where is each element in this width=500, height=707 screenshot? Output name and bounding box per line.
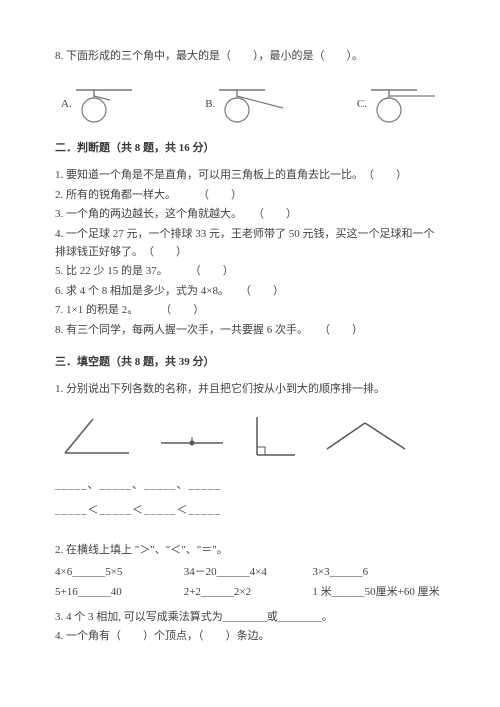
judge-item-8: 8. 有三个同学，每两人握一次手，一共要握 6 次手。 （ ） [55,322,445,340]
angle-compare-blanks: _____＜_____＜_____＜_____ [55,502,445,520]
angle-name-blanks: _____、_____、_____、_____ [55,477,445,495]
judge-item-7: 7. 1×1 的积是 2。 （ ） [55,302,445,320]
fill-q2-text: 2. 在横线上填上 "＞"、"＜"、"＝"。 [55,542,445,560]
figure-c: C. [357,84,439,126]
figure-b: B. [205,84,287,126]
section-2-title: 二．判断题（共 8 题，共 16 分） [55,140,445,158]
right-angle-icon [249,413,299,459]
balloon-b-icon [217,84,287,126]
balloon-a-icon [74,84,136,126]
q2-cell-3: 3×3______6 [312,564,441,582]
q8-figures-row: A. B. C. [55,84,445,126]
label-b: B. [205,96,215,114]
angle-figures-row [55,413,445,459]
q2-cell-4: 5+16______40 [55,584,184,602]
question-8-text: 8. 下面形成的三个角中，最大的是（ ），最小的是（ ）。 [55,48,445,66]
figure-a: A. [61,84,136,126]
judge-item-6: 6. 求 4 个 8 相加是多少，式为 4×8。 （ ） [55,283,445,301]
judge-item-5: 5. 比 22 少 15 的是 37。 （ ） [55,263,445,281]
label-c: C. [357,96,367,114]
judge-item-2: 2. 所有的锐角都一样大。 （ ） [55,187,445,205]
judge-item-4: 4. 一个足球 27 元，一个排球 33 元，王老师带了 50 元钱，买这一个足… [55,226,445,261]
q2-cell-5: 2+2______2×2 [184,584,313,602]
q2-cell-1: 4×6______5×5 [55,564,184,582]
fill-q1-text: 1. 分别说出下列各数的名称，并且把它们按从小到大的顺序排一排。 [55,381,445,399]
balloon-c-icon [369,84,439,126]
straight-angle-icon [157,413,227,459]
fill-q4-text: 4. 一个角有（ ）个顶点，（ ）条边。 [55,628,445,646]
q2-cell-6: 1 米______50厘米+60 厘米 [312,584,441,602]
fill-q3-text: 3. 4 个 3 相加, 可以写成乘法算式为________或________。 [55,609,445,627]
q2-grid: 4×6______5×5 34－20______4×4 3×3______6 5… [55,564,445,605]
obtuse-angle-icon [55,413,135,459]
acute-angle-icon [321,413,411,459]
judge-item-1: 1. 要知道一个角是不是直角，可以用三角板上的直角去比一比。 （ ） [55,167,445,185]
label-a: A. [61,96,72,114]
judge-item-3: 3. 一个角的两边越长，这个角就越大。 （ ） [55,206,445,224]
section-3-title: 三．填空题（共 8 题，共 39 分） [55,354,445,372]
q2-cell-2: 34－20______4×4 [184,564,313,582]
